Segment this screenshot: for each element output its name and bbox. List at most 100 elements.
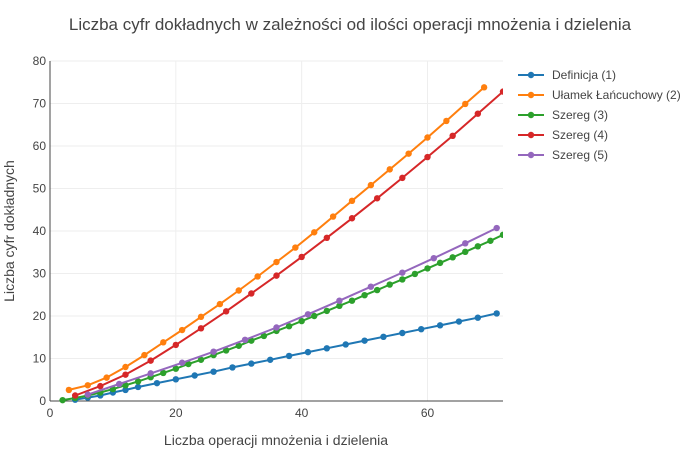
data-point bbox=[411, 270, 419, 278]
legend-label: Szereg (3) bbox=[552, 108, 608, 122]
data-point bbox=[84, 391, 91, 398]
data-point bbox=[348, 197, 356, 205]
data-point bbox=[329, 213, 337, 220]
data-point bbox=[122, 382, 129, 389]
y-tick-label: 40 bbox=[33, 224, 47, 238]
data-point bbox=[191, 372, 198, 379]
data-point bbox=[292, 244, 299, 251]
data-point bbox=[122, 363, 129, 371]
data-point bbox=[178, 326, 186, 334]
data-point bbox=[65, 386, 73, 394]
data-point bbox=[348, 215, 356, 222]
data-point bbox=[153, 379, 161, 387]
y-tick-label: 80 bbox=[33, 54, 47, 68]
data-point bbox=[241, 336, 249, 343]
data-point bbox=[273, 272, 280, 279]
series-4 bbox=[71, 88, 503, 399]
data-point bbox=[380, 333, 387, 341]
data-point bbox=[147, 370, 154, 377]
data-point bbox=[499, 88, 503, 95]
y-tick-label: 30 bbox=[33, 267, 47, 281]
data-point bbox=[298, 253, 305, 261]
data-point bbox=[449, 132, 456, 139]
data-point bbox=[373, 286, 381, 294]
data-point bbox=[405, 150, 412, 157]
data-point bbox=[147, 357, 154, 364]
data-point bbox=[474, 110, 482, 117]
data-point bbox=[71, 392, 79, 399]
data-point bbox=[197, 325, 205, 332]
data-point bbox=[122, 371, 129, 378]
x-tick-label: 60 bbox=[421, 406, 435, 420]
legend-marker bbox=[527, 151, 535, 159]
data-point bbox=[480, 84, 488, 91]
y-tick-label: 70 bbox=[33, 97, 47, 111]
y-axis-label: Liczba cyfr dokładnych bbox=[1, 160, 17, 302]
series-5 bbox=[84, 224, 500, 398]
data-point bbox=[248, 290, 255, 297]
data-point bbox=[222, 308, 230, 315]
chart-title: Liczba cyfr dokładnych w zależności od i… bbox=[69, 15, 632, 34]
data-point bbox=[298, 317, 305, 325]
data-point bbox=[267, 356, 274, 363]
data-point bbox=[418, 325, 425, 333]
data-point bbox=[399, 269, 406, 276]
data-point bbox=[197, 313, 205, 321]
data-point bbox=[373, 195, 381, 202]
data-point bbox=[336, 297, 343, 304]
data-point bbox=[235, 287, 242, 294]
data-point bbox=[273, 258, 280, 266]
data-point bbox=[172, 365, 180, 372]
data-point bbox=[462, 248, 469, 256]
data-point bbox=[210, 368, 217, 375]
data-point bbox=[443, 117, 450, 125]
x-tick-label: 40 bbox=[295, 406, 309, 420]
series-line bbox=[74, 90, 503, 397]
data-point bbox=[311, 229, 318, 236]
legend: Definicja (1) Ułamek Łańcuchowy (2) Szereg… bbox=[518, 68, 681, 162]
data-point bbox=[386, 166, 393, 173]
legend-marker bbox=[527, 91, 535, 99]
y-tick-label: 60 bbox=[33, 139, 47, 153]
data-point bbox=[323, 234, 331, 241]
data-point bbox=[273, 324, 280, 331]
series-line bbox=[68, 86, 485, 391]
data-point bbox=[59, 396, 66, 404]
series-layer bbox=[59, 84, 503, 404]
data-point bbox=[323, 345, 331, 352]
legend-label: Ułamek Łańcuchowy (2) bbox=[552, 88, 681, 102]
data-point bbox=[97, 382, 104, 390]
data-point bbox=[122, 386, 129, 394]
legend-item: Szereg (4) bbox=[518, 128, 608, 142]
y-tick-label: 50 bbox=[33, 182, 47, 196]
data-point bbox=[449, 254, 456, 261]
data-point bbox=[493, 224, 500, 232]
data-point bbox=[84, 382, 91, 389]
data-point bbox=[160, 369, 167, 377]
data-point bbox=[222, 347, 230, 354]
data-point bbox=[399, 174, 406, 182]
data-point bbox=[367, 181, 375, 189]
data-point bbox=[399, 276, 406, 283]
data-point bbox=[424, 265, 431, 272]
data-point bbox=[474, 243, 482, 250]
series-1 bbox=[71, 310, 500, 403]
data-point bbox=[141, 351, 148, 359]
data-point bbox=[424, 153, 431, 161]
data-point bbox=[430, 255, 437, 262]
data-point bbox=[216, 300, 224, 308]
data-point bbox=[254, 273, 261, 280]
x-axis-label: Liczba operacji mnożenia i dzielenia bbox=[164, 432, 388, 448]
data-point bbox=[361, 337, 368, 344]
data-point bbox=[323, 307, 331, 315]
y-tick-label: 0 bbox=[39, 394, 46, 408]
axes: 0 10 20 30 40 50 60 70 80 0 20 40 60 bbox=[33, 54, 503, 420]
data-point bbox=[436, 259, 444, 267]
legend-item: Szereg (3) bbox=[518, 108, 608, 122]
data-point bbox=[103, 374, 110, 381]
data-point bbox=[197, 356, 205, 363]
data-point bbox=[185, 360, 192, 368]
data-point bbox=[116, 380, 123, 388]
data-point bbox=[386, 281, 393, 288]
